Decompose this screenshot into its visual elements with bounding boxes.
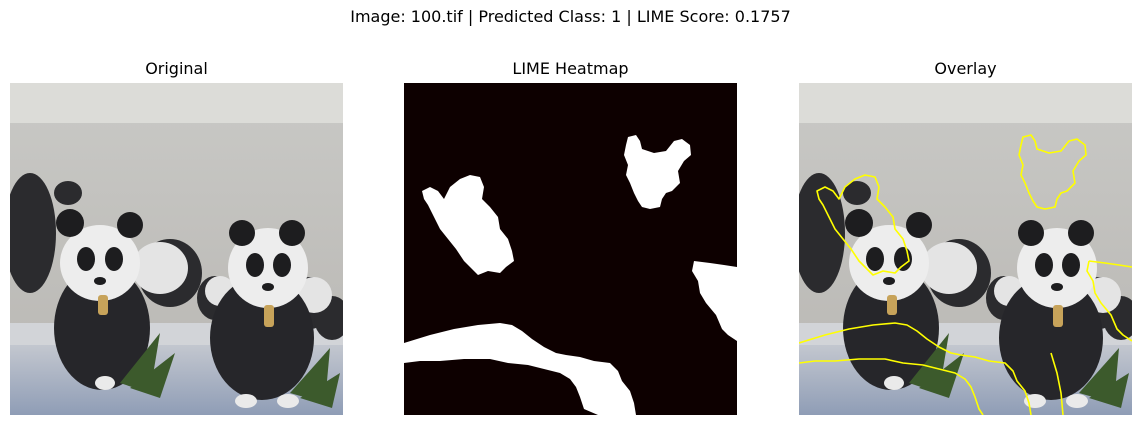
overlay-image-drawing	[799, 83, 1132, 415]
original-image-drawing	[10, 83, 343, 415]
overlay-image	[799, 83, 1132, 415]
boundary-right	[1086, 260, 1132, 342]
boundary-left	[816, 174, 910, 276]
lime-heatmap-drawing	[404, 83, 737, 415]
original-image	[10, 83, 343, 415]
heatmap-panel-title: LIME Heatmap	[512, 59, 629, 78]
figure-suptitle: Image: 100.tif | Predicted Class: 1 | LI…	[350, 7, 791, 26]
heatmap-highlight-regions	[404, 135, 737, 415]
boundary-floor-right	[1050, 352, 1064, 415]
overlay-panel-title: Overlay	[934, 59, 997, 78]
highlight-region-left	[422, 175, 514, 275]
boundary-head	[1018, 134, 1087, 210]
lime-heatmap	[404, 83, 737, 415]
highlight-region-floor	[404, 323, 636, 415]
highlight-region-head	[624, 135, 691, 209]
boundary-floor	[799, 322, 1032, 415]
highlight-region-right	[692, 261, 737, 341]
overlay-boundaries	[799, 134, 1132, 415]
original-panel-title: Original	[145, 59, 208, 78]
